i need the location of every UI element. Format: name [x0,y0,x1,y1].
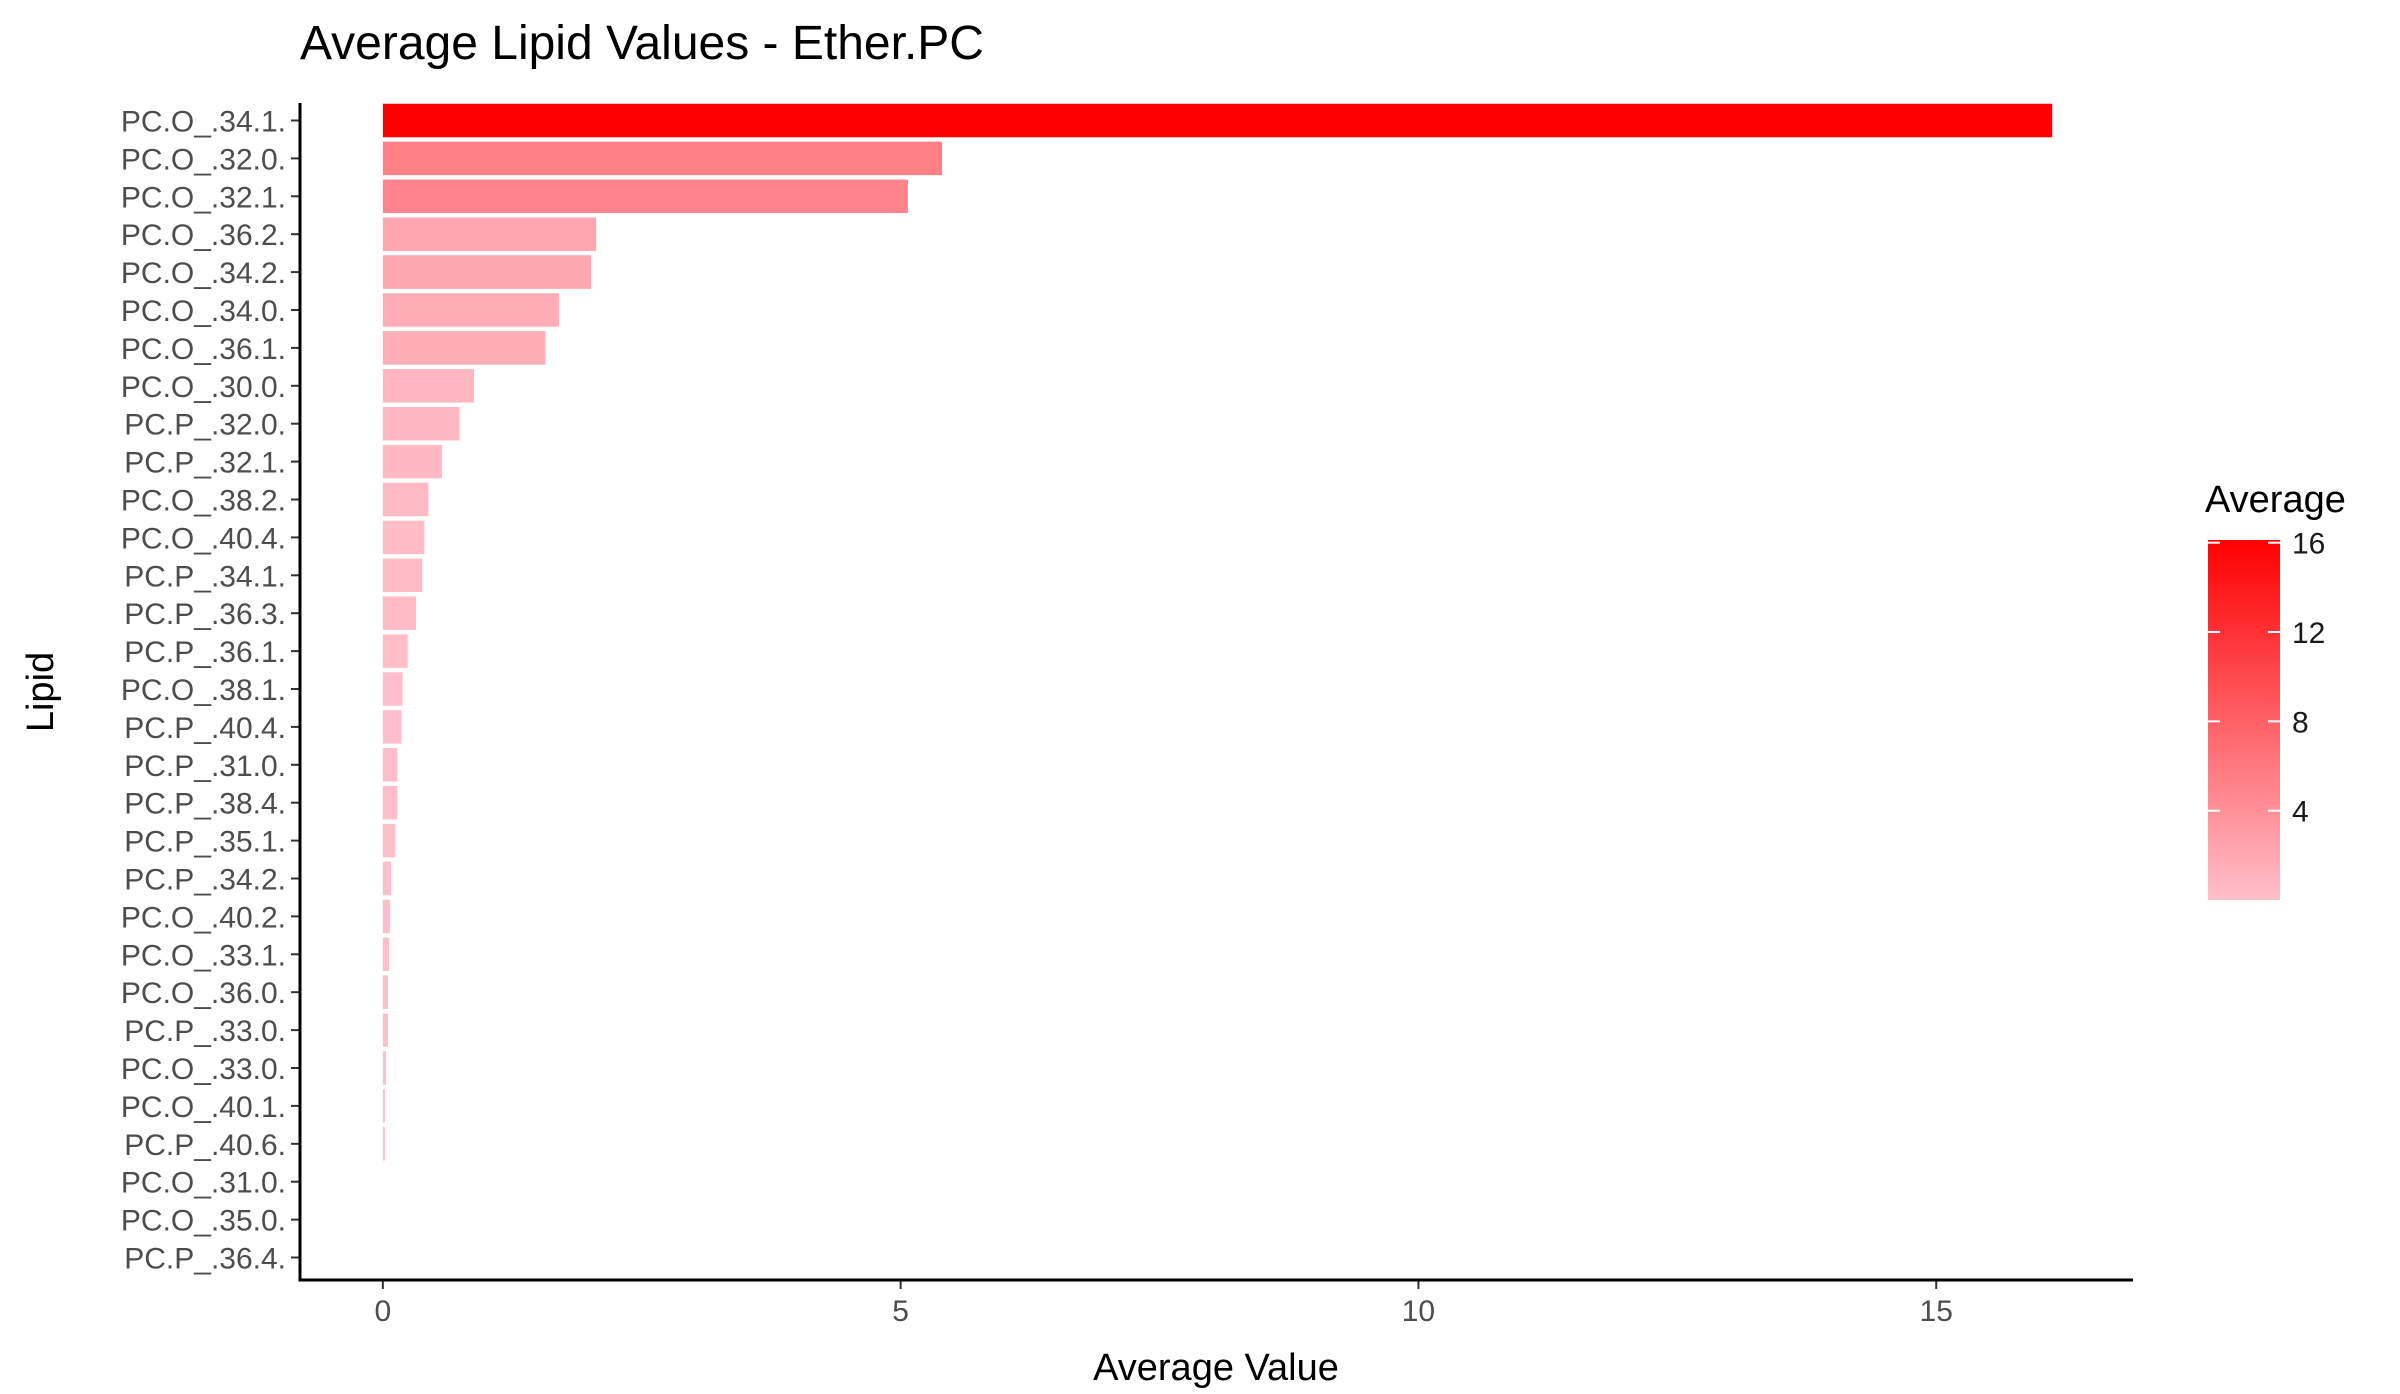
bar [382,672,403,706]
y-tick-label: PC.O_.30.0. [121,371,286,404]
legend-tick-label: 12 [2292,617,2325,650]
y-tick-label: PC.P_.36.1. [124,636,286,669]
y-tick-label: PC.O_.34.1. [121,106,286,139]
y-tick-label: PC.O_.36.2. [121,219,286,252]
y-tick-label: PC.O_.33.1. [121,939,286,972]
bar [382,369,474,403]
y-tick-label: PC.P_.35.1. [124,826,286,859]
y-tick-label: PC.P_.40.4. [124,712,286,745]
bar [382,823,396,858]
y-tick-label: PC.P_.31.0. [124,750,286,783]
y-tick-label: PC.O_.38.1. [121,674,286,707]
bar [382,1013,389,1047]
legend-tick-layer: 4 8 12 16 [2208,528,2325,829]
y-tick-label: PC.O_.32.0. [121,143,286,176]
legend-tick-label: 16 [2292,528,2325,561]
bar [382,710,402,744]
y-tick-label: PC.P_.34.2. [124,864,286,897]
y-tick-label: PC.P_.40.6. [124,1129,286,1162]
x-axis-title: Average Value [1093,1347,1339,1389]
y-tick-label: PC.O_.32.1. [121,181,286,214]
bar [382,482,429,517]
x-tick-layer: 0 5 10 15 [375,1280,1953,1328]
bar [382,520,425,555]
bar [382,1127,385,1161]
bars-layer [382,103,2053,1161]
x-tick-label: 15 [1920,1295,1953,1328]
legend-tick-label: 4 [2292,796,2309,829]
y-tick-label: PC.O_.33.0. [121,1053,286,1086]
y-tick-layer: PC.O_.34.1. PC.O_.32.0. PC.O_.32.1. PC.O_.3… [121,106,300,1276]
y-tick-label: PC.O_.34.2. [121,257,286,290]
bar [382,785,398,820]
x-tick-label: 10 [1402,1295,1435,1328]
bar [382,558,423,593]
x-tick-label: 5 [892,1295,909,1328]
bar [382,217,597,251]
bar [382,748,398,782]
y-tick-label: PC.P_.34.1. [124,560,286,593]
y-tick-label: PC.O_.40.1. [121,1091,286,1124]
y-tick-label: PC.O_.40.4. [121,522,286,555]
bar [382,634,408,668]
legend-title: Average [2205,479,2346,521]
bar [382,293,559,327]
bar [382,406,460,441]
bar [382,1089,385,1123]
y-tick-label: PC.O_.31.0. [121,1167,286,1200]
bar [382,255,592,289]
y-tick-label: PC.P_.32.0. [124,409,286,442]
y-axis-title: Lipid [20,652,62,732]
legend-tick-label: 8 [2292,706,2309,739]
y-tick-label: PC.P_.38.4. [124,788,286,821]
y-tick-label: PC.P_.36.4. [124,1243,286,1276]
y-tick-label: PC.O_.40.2. [121,901,286,934]
y-tick-label: PC.O_.35.0. [121,1205,286,1238]
bar [382,937,390,972]
bar [382,596,416,630]
bar [382,899,391,934]
bar [382,179,908,214]
y-tick-label: PC.P_.36.3. [124,598,286,631]
legend-colorbar [2208,540,2280,900]
y-tick-label: PC.O_.36.0. [121,977,286,1010]
bar [382,331,546,365]
bar [382,141,943,176]
chart-title: Average Lipid Values - Ether.PC [300,17,984,70]
y-tick-label: PC.P_.32.1. [124,447,286,480]
y-tick-label: PC.O_.36.1. [121,333,286,366]
bar [382,861,392,896]
y-tick-label: PC.O_.34.0. [121,295,286,328]
y-tick-label: PC.O_.38.2. [121,485,286,518]
legend: Average 4 8 12 16 [2205,479,2346,900]
y-tick-label: PC.P_.33.0. [124,1015,286,1048]
bar [382,1051,386,1085]
x-tick-label: 0 [375,1295,392,1328]
bar [382,975,389,1009]
bar [382,444,442,479]
bar [382,103,2053,138]
